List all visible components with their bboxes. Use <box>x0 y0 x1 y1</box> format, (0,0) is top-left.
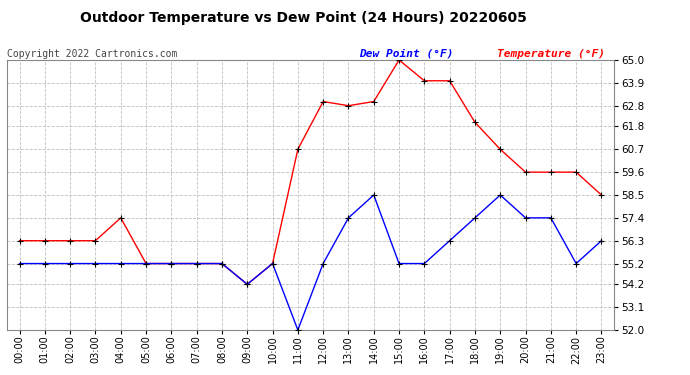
Text: Dew Point (°F): Dew Point (°F) <box>359 49 453 59</box>
Text: Temperature (°F): Temperature (°F) <box>497 49 605 59</box>
Text: Outdoor Temperature vs Dew Point (24 Hours) 20220605: Outdoor Temperature vs Dew Point (24 Hou… <box>80 11 527 25</box>
Text: Copyright 2022 Cartronics.com: Copyright 2022 Cartronics.com <box>7 49 177 59</box>
